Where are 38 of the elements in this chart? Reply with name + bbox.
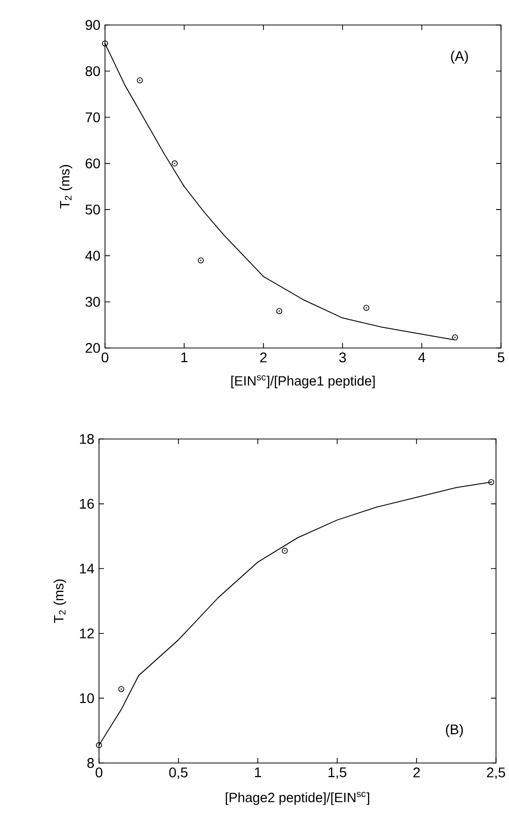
point [198, 257, 204, 264]
y-tick-label: 12 [80, 628, 94, 638]
x-tick-label: 1 [254, 768, 261, 778]
point [172, 160, 178, 166]
point [136, 77, 143, 84]
y-tick-label: 90 [86, 20, 100, 30]
y-axis-title: T$_{2}$ (ms) [60, 165, 72, 208]
y-tick-label: 70 [86, 112, 100, 122]
x-axis-title: [Phage2 peptide]/[EIN$^{sc}$] [226, 792, 370, 805]
point [276, 308, 282, 314]
annotation: (A) [451, 50, 468, 64]
point [363, 304, 370, 311]
annotation: (B) [446, 724, 463, 738]
x-tick-label: 2,5 [487, 767, 506, 780]
x-tick-label: 5 [498, 352, 504, 362]
x-tick-label: 1,5 [328, 768, 346, 779]
x-tick-label: 3 [339, 352, 346, 362]
y-tick-label: 30 [86, 296, 100, 307]
y-tick-label: 18 [80, 434, 94, 444]
point [452, 334, 458, 340]
x-tick-label: 2 [260, 352, 267, 362]
x-tick-label: 1 [181, 352, 188, 362]
y-tick-label: 60 [86, 158, 100, 168]
x-axis-title: [EIN$^{sc}$]/[Phage1 peptide] [231, 375, 375, 388]
x-tick-label: 0 [102, 352, 108, 362]
y-tick-label: 8 [87, 758, 94, 768]
y-tick-label: 14 [80, 564, 94, 574]
y-tick-label: 10 [80, 693, 94, 704]
x-tick-label: 0,5 [169, 767, 188, 780]
y-tick-label: 50 [86, 204, 100, 215]
x-tick-label: 4 [418, 352, 426, 362]
y-tick-label: 80 [86, 66, 100, 76]
y-axis-title: T$_{2}$ (ms) [54, 580, 66, 623]
x-tick-label: 0 [96, 767, 102, 778]
y-tick-label: 20 [86, 343, 100, 353]
y-tick-label: 16 [80, 498, 94, 509]
y-tick-label: 40 [85, 250, 100, 261]
x-tick-label: 2 [413, 767, 420, 778]
